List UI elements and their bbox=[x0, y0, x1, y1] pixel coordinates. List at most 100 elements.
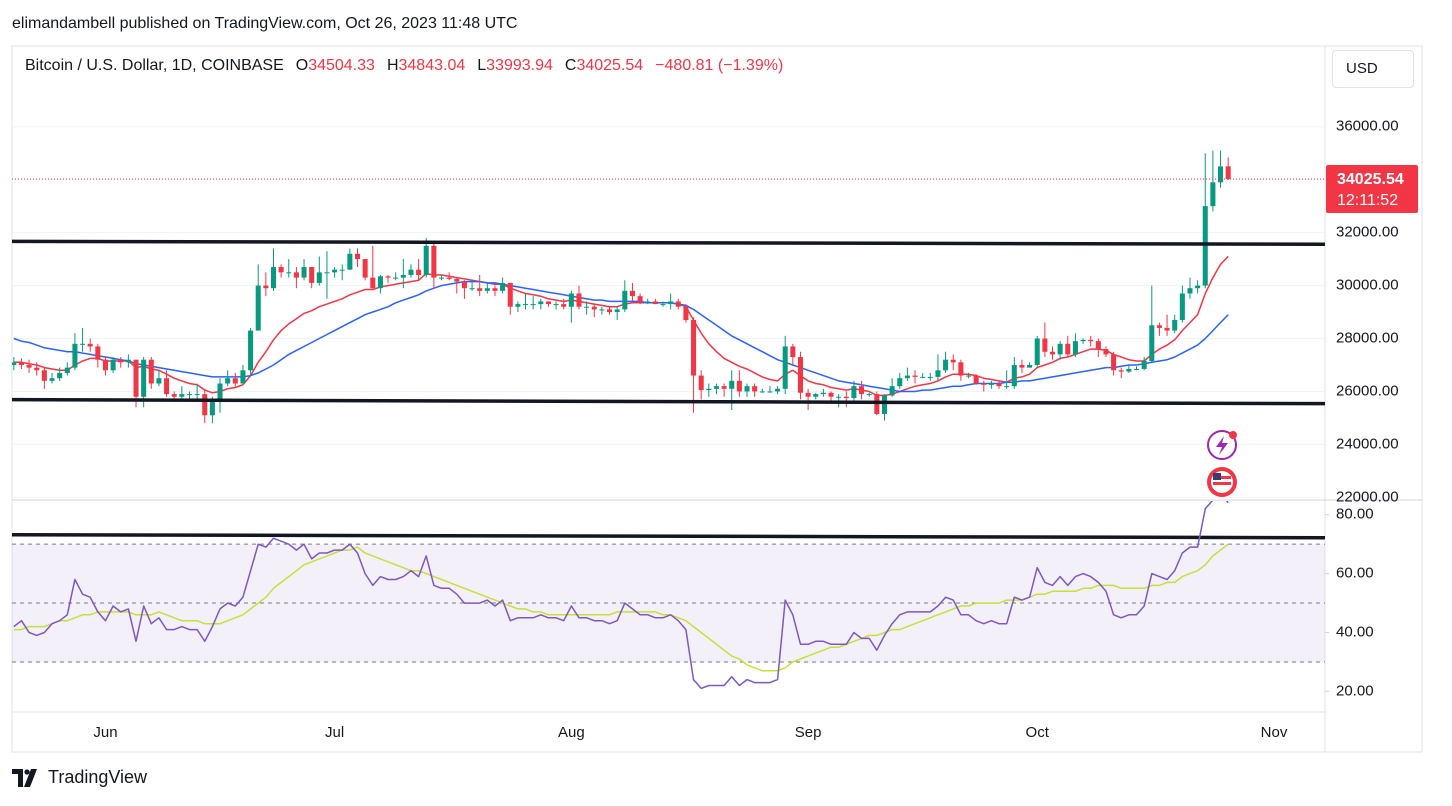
candle-body bbox=[851, 386, 857, 399]
candle-body bbox=[706, 388, 712, 391]
candle-body bbox=[232, 378, 238, 384]
candle-body bbox=[1172, 319, 1178, 331]
candle-body bbox=[26, 364, 32, 368]
price-tag-countdown: 12:11:52 bbox=[1337, 192, 1398, 209]
candle-body bbox=[965, 375, 972, 377]
candle-body bbox=[1210, 182, 1216, 207]
candle-body bbox=[943, 359, 949, 371]
rsi-horizontal-level bbox=[12, 532, 1325, 540]
ohlc-label: C bbox=[564, 57, 577, 74]
candle-body bbox=[1164, 327, 1170, 331]
moving-average-line bbox=[13, 255, 1229, 397]
candle-body bbox=[530, 304, 536, 306]
x-tick-label: Aug bbox=[558, 724, 585, 741]
candle-body bbox=[782, 346, 788, 389]
candle-body bbox=[1195, 285, 1201, 289]
candle-body bbox=[568, 293, 574, 307]
candle-body bbox=[736, 380, 742, 392]
candle-body bbox=[18, 362, 24, 365]
candle-body bbox=[316, 272, 322, 283]
candle-body bbox=[881, 395, 888, 414]
candle-body bbox=[477, 288, 483, 291]
candle-body bbox=[49, 378, 55, 381]
candle-body bbox=[1225, 166, 1231, 179]
rsi-tick-label: 20.00 bbox=[1336, 682, 1374, 699]
brand-name: TradingView bbox=[48, 767, 148, 787]
rsi-background bbox=[12, 543, 1325, 663]
candle-body bbox=[87, 343, 93, 347]
legend-header: Bitcoin / U.S. Dollar, 1D, COINBASE O3450… bbox=[25, 57, 795, 75]
candle-body bbox=[64, 367, 70, 373]
candle-body bbox=[370, 277, 376, 289]
candle-body bbox=[362, 259, 368, 278]
candle-body bbox=[332, 269, 338, 273]
candle-body bbox=[125, 359, 131, 363]
rsi-line bbox=[13, 501, 1229, 690]
candle-body bbox=[920, 376, 926, 378]
candle-body bbox=[591, 306, 597, 310]
candle-body bbox=[675, 301, 681, 307]
publisher-line: elimandambell published on TradingView.c… bbox=[12, 15, 518, 32]
candle-body bbox=[889, 386, 895, 396]
candle-body bbox=[1111, 354, 1117, 371]
candle-body bbox=[1134, 368, 1140, 370]
candle-body bbox=[248, 330, 254, 371]
lightning-bolt bbox=[1216, 436, 1228, 455]
candle-body bbox=[1156, 325, 1162, 328]
y-tick-label: 26000.00 bbox=[1336, 382, 1399, 399]
candle-body bbox=[393, 277, 399, 279]
candle-body bbox=[912, 375, 918, 377]
candle-body bbox=[820, 392, 826, 395]
y-tick-label: 32000.00 bbox=[1336, 224, 1399, 241]
rsi-tick-label: 40.00 bbox=[1336, 623, 1374, 640]
candle-body bbox=[118, 359, 124, 363]
candle-body bbox=[500, 282, 506, 291]
ohlc-label: L bbox=[477, 57, 487, 74]
candle-body bbox=[1004, 386, 1010, 388]
candle-body bbox=[110, 359, 116, 371]
candle-body bbox=[950, 359, 956, 363]
candle-body bbox=[1149, 325, 1155, 362]
x-tick-label: Oct bbox=[1026, 724, 1050, 741]
high-value: 34843.04 bbox=[398, 57, 466, 74]
flag-stripe bbox=[1213, 476, 1231, 479]
candle-body bbox=[607, 309, 613, 313]
candle-body bbox=[171, 394, 177, 397]
horizontal-level bbox=[12, 397, 1325, 406]
candle-body bbox=[629, 290, 635, 297]
axes: 22000.00 24000.00 26000.00 28000.00 30000.00… bbox=[93, 118, 1418, 741]
candle-body bbox=[1065, 343, 1071, 355]
candle-body bbox=[904, 375, 910, 379]
candle-body bbox=[1057, 343, 1063, 355]
candle-body bbox=[446, 277, 452, 279]
low-value: 33993.94 bbox=[486, 57, 553, 74]
currency-button[interactable]: USD bbox=[1332, 50, 1414, 88]
y-tick-label: 30000.00 bbox=[1336, 277, 1399, 294]
candle-body bbox=[759, 391, 765, 393]
candle-body bbox=[148, 359, 154, 384]
candle-body bbox=[1072, 341, 1078, 355]
x-tick-label: Sep bbox=[795, 724, 822, 741]
y-tick-label: 36000.00 bbox=[1336, 118, 1399, 135]
candle-body bbox=[202, 394, 208, 416]
candle-body bbox=[1088, 339, 1094, 342]
candle-body bbox=[209, 402, 215, 416]
candle-body bbox=[843, 396, 849, 399]
event-dot bbox=[1229, 431, 1237, 439]
event-icons bbox=[1207, 430, 1237, 497]
open-value: 34504.33 bbox=[308, 57, 375, 74]
rsi-tick-label: 80.00 bbox=[1336, 506, 1374, 523]
candle-body bbox=[805, 392, 811, 397]
candle-body bbox=[576, 293, 582, 307]
candle-body bbox=[1126, 368, 1132, 372]
candle-body bbox=[545, 301, 551, 305]
candle-body bbox=[278, 267, 284, 273]
candle-body bbox=[293, 272, 299, 278]
candle-body bbox=[927, 376, 933, 378]
candle-body bbox=[729, 380, 735, 389]
candle-body bbox=[874, 394, 880, 414]
candle-body bbox=[324, 272, 330, 274]
candle-body bbox=[240, 370, 246, 384]
